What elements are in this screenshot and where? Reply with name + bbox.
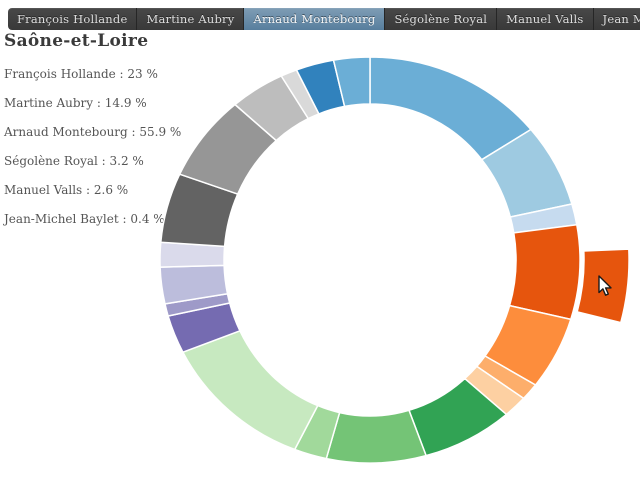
candidate-tabs: François Hollande Martine Aubry Arnaud Mon… (8, 8, 640, 30)
donut-segment-green-10[interactable] (182, 330, 319, 451)
legend-item: Ségolène Royal : 3.2 % (4, 154, 144, 168)
tab-s-gol-ne-royal[interactable]: Ségolène Royal (385, 8, 498, 30)
tab-fran-ois-hollande[interactable]: François Hollande (8, 8, 138, 30)
page-title: Saône-et-Loire (4, 31, 149, 51)
legend-item: Jean-Michel Baylet : 0.4 % (4, 212, 165, 226)
donut-exploded-slice[interactable] (576, 248, 630, 324)
donut-segment-blue-20[interactable] (332, 56, 371, 108)
legend-item: Martine Aubry : 14.9 % (4, 96, 147, 110)
legend-item: Manuel Valls : 2.6 % (4, 183, 129, 197)
tab-arnaud-montebourg[interactable]: Arnaud Montebourg (244, 8, 386, 30)
legend: François Hollande : 23 % Martine Aubry : … (4, 60, 181, 234)
legend-item: Arnaud Montebourg : 55.9 % (4, 125, 182, 139)
tab-jean-michel-baylet[interactable]: Jean Michel Baylet (593, 8, 640, 30)
donut-segment-green-8[interactable] (325, 409, 427, 464)
legend-item: François Hollande : 23 % (4, 67, 158, 81)
tab-martine-aubry[interactable]: Martine Aubry (137, 8, 245, 30)
donut-segment-orange-3[interactable] (508, 223, 581, 321)
tab-manuel-valls[interactable]: Manuel Valls (497, 8, 594, 30)
